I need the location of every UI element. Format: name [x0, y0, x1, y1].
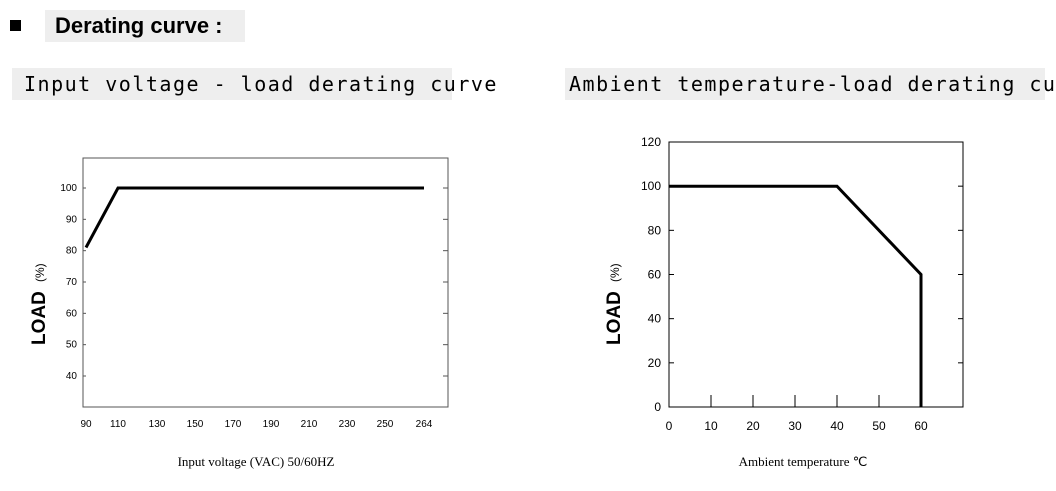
- chart2-x-tick-label: 30: [788, 419, 802, 433]
- chart1-title-background: [12, 68, 452, 100]
- chart1-x-tick-label: 150: [187, 419, 204, 430]
- chart1-x-tick-label: 230: [339, 419, 356, 430]
- chart2-y-tick-label: 0: [654, 400, 661, 414]
- chart2-x-tick-label: 0: [666, 419, 673, 433]
- chart1-y-tick-label: 40: [66, 371, 78, 382]
- chart2-y-tick-label: 100: [641, 179, 661, 193]
- chart1-x-tick-label: 264: [416, 419, 433, 430]
- chart1-x-tick-label: 110: [110, 419, 126, 430]
- chart2-y-tick-label: 20: [648, 356, 662, 370]
- chart1-x-tick-label: 190: [263, 419, 280, 430]
- chart1-x-tick-label: 170: [225, 419, 242, 430]
- chart2-x-tick-label: 40: [830, 419, 844, 433]
- chart2-series-line: [669, 184, 923, 407]
- chart2-title: Ambient temperature-load derating curve: [569, 72, 1056, 96]
- header-background: [45, 10, 245, 42]
- chart1-y-tick-label: 90: [66, 214, 78, 225]
- chart1-x-tick-label: 210: [301, 419, 318, 430]
- chart1-y-axis-unit: (%): [33, 263, 47, 282]
- chart1-plot-frame: [82, 157, 449, 408]
- page-title: Derating curve :: [55, 13, 223, 38]
- chart1-y-axis-label: LOAD: [29, 291, 50, 345]
- chart2-title-background: [565, 68, 1045, 100]
- chart1-title: Input voltage - load derating curve: [24, 72, 498, 96]
- chart2-y-tick-label: 80: [648, 223, 662, 237]
- chart1-y-tick-label: 100: [60, 183, 77, 194]
- chart2-x-axis-label: Ambient temperature ℃: [739, 454, 868, 469]
- chart2-x-tick-label: 10: [704, 419, 718, 433]
- bullet-square: [10, 20, 21, 31]
- chart1-y-tick-label: 50: [66, 340, 78, 351]
- chart1-x-tick-label: 130: [149, 419, 166, 430]
- chart2-x-tick-label: 60: [914, 419, 928, 433]
- chart2-y-tick-label: 40: [648, 312, 662, 326]
- chart2-x-tick-label: 50: [872, 419, 886, 433]
- chart1-x-tick-label: 90: [80, 419, 92, 430]
- chart1-y-tick-label: 60: [66, 308, 78, 319]
- chart1-x-axis-label: Input voltage (VAC) 50/60HZ: [178, 454, 335, 469]
- chart1-y-tick-label: 70: [66, 277, 78, 288]
- chart2-y-tick-label: 120: [641, 135, 661, 149]
- chart2-y-axis-label: LOAD: [604, 291, 625, 345]
- chart1-series-line: [84, 186, 424, 249]
- chart2-plot-frame: [668, 141, 964, 408]
- chart2-x-tick-label: 20: [746, 419, 760, 433]
- chart1-y-tick-label: 80: [66, 246, 78, 257]
- chart2-y-axis-unit: (%): [608, 263, 622, 282]
- chart1-x-tick-label: 250: [377, 419, 394, 430]
- chart2-y-tick-label: 60: [648, 268, 662, 282]
